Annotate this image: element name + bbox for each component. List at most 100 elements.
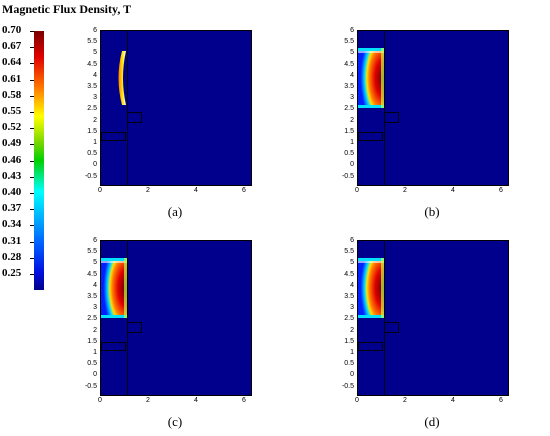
panel-caption: (b) — [424, 204, 440, 219]
x-tick-label: 6 — [499, 187, 503, 194]
y-tick-label: 3 — [350, 304, 354, 312]
colorbar-tick-label: 0.70 — [2, 24, 22, 36]
y-tick-label: -0.5 — [341, 172, 354, 180]
y-tick-label: 2.5 — [344, 105, 354, 113]
colorbar-tick-mark — [30, 79, 34, 81]
x-tick-label: 4 — [194, 187, 198, 194]
y-tick-label: 2.5 — [344, 315, 354, 323]
flux-region — [358, 48, 384, 108]
y-tick-label: 5 — [93, 259, 97, 267]
y-tick-label: 2 — [350, 326, 354, 334]
plot-area — [100, 240, 252, 396]
y-tick-label: 3.5 — [344, 293, 354, 300]
boundary-line — [384, 241, 385, 395]
flux-highlight — [101, 261, 127, 263]
legend-title: Magnetic Flux Density, T — [2, 2, 132, 16]
field-panel: 6 5.5 5 4.5 4 3.5 3 2.5 2 1.5 1 0.5 0 -0.5 0 2 4 6 (b) — [340, 27, 550, 222]
coil-outline — [358, 342, 383, 351]
y-tick-label: 5 — [350, 49, 354, 57]
colorbar-tick-label: 0.28 — [2, 250, 22, 263]
field-map — [358, 48, 384, 108]
y-tick-label: 2 — [93, 116, 97, 124]
colorbar-tick-label: 0.49 — [2, 137, 22, 150]
x-tick-label: 6 — [499, 397, 503, 404]
flux-edge-top — [358, 48, 384, 51]
y-tick-label: 5.5 — [87, 248, 97, 256]
y-tick-label: 0 — [93, 371, 97, 379]
y-tick-label: 2 — [93, 326, 97, 334]
colorbar-tick-label: 0.40 — [2, 186, 22, 198]
coil-outline — [358, 132, 383, 141]
y-tick-label: 5 — [350, 259, 354, 267]
y-tick-label: 4.5 — [344, 270, 354, 278]
colorbar-tick-label: 0.52 — [2, 121, 22, 134]
colorbar-tick-mark — [30, 47, 34, 49]
field-map — [358, 258, 384, 318]
colorbar-tick-label: 0.46 — [2, 153, 22, 166]
x-tick-label: 2 — [146, 187, 150, 194]
coil-outline — [101, 132, 126, 141]
panel-caption: (a) — [167, 204, 183, 219]
flux-edge-bottom — [358, 315, 384, 318]
flux-highlight — [358, 51, 384, 53]
x-tick-label: 0 — [355, 187, 359, 194]
plot-area — [357, 30, 509, 186]
flux-side-edge — [124, 258, 127, 318]
flux-edge-bottom — [101, 315, 127, 318]
field-map — [101, 258, 127, 318]
y-tick-label: 3 — [350, 94, 354, 102]
flux-shell — [118, 51, 126, 105]
colorbar-tick-mark — [30, 31, 34, 32]
y-tick-label: 4 — [350, 281, 354, 289]
x-tick-label: 4 — [451, 187, 455, 194]
x-tick-label: 4 — [194, 397, 198, 404]
x-tick-label: 0 — [98, 397, 102, 404]
colorbar-tick-mark — [30, 257, 34, 259]
colorbar-tick-label: 0.31 — [2, 234, 22, 247]
panel-caption: (d) — [424, 414, 440, 429]
y-tick-label: 4 — [93, 71, 97, 79]
y-tick-label: -0.5 — [341, 382, 354, 390]
y-tick-label: 0 — [93, 161, 97, 169]
colorbar-tick-label: 0.58 — [2, 88, 22, 101]
core-outline — [384, 112, 399, 123]
x-tick-label: 0 — [355, 397, 359, 404]
colorbar-tick-mark — [30, 274, 34, 275]
colorbar-tick-label: 0.34 — [2, 218, 22, 231]
boundary-line — [384, 31, 385, 185]
y-tick-label: 0 — [350, 371, 354, 379]
field-panel: 6 5.5 5 4.5 4 3.5 3 2.5 2 1.5 1 0.5 0 -0.5 0 2 4 6 (a) — [83, 27, 343, 222]
panel-caption: (c) — [167, 414, 183, 429]
y-tick-label: 0.5 — [87, 150, 97, 158]
y-tick-label: 1.5 — [344, 337, 354, 345]
y-tick-label: 3.5 — [87, 293, 97, 300]
colorbar-tick-mark — [30, 63, 34, 65]
y-tick-label: 5.5 — [344, 248, 354, 256]
y-tick-label: 5.5 — [87, 38, 97, 46]
y-tick-label: 0.5 — [87, 360, 97, 368]
x-tick-label: 4 — [451, 397, 455, 404]
y-tick-label: 2.5 — [87, 315, 97, 323]
y-tick-label: 1 — [93, 139, 97, 146]
x-tick-label: 2 — [403, 397, 407, 404]
colorbar-tick-mark — [30, 95, 34, 97]
y-tick-label: 1 — [93, 349, 97, 356]
y-tick-label: 0.5 — [344, 150, 354, 158]
x-tick-label: 0 — [98, 187, 102, 194]
boundary-line — [127, 31, 128, 185]
y-tick-label: 2.5 — [87, 105, 97, 113]
colorbar-tick-mark — [30, 128, 34, 130]
y-tick-label: 3 — [93, 94, 97, 102]
y-tick-label: -0.5 — [84, 172, 97, 180]
y-tick-label: 3 — [93, 304, 97, 312]
flux-edge-bottom — [358, 105, 384, 108]
colorbar-tick-label: 0.61 — [2, 72, 22, 85]
boundary-line — [127, 241, 128, 395]
colorbar-tick-mark — [30, 193, 34, 194]
y-tick-label: 4 — [350, 71, 354, 79]
y-tick-label: 3.5 — [87, 83, 97, 90]
flux-side-edge — [381, 258, 384, 318]
colorbar-tick-mark — [30, 225, 34, 227]
y-tick-label: 6 — [93, 27, 97, 34]
colorbar-tick-mark — [30, 176, 34, 178]
